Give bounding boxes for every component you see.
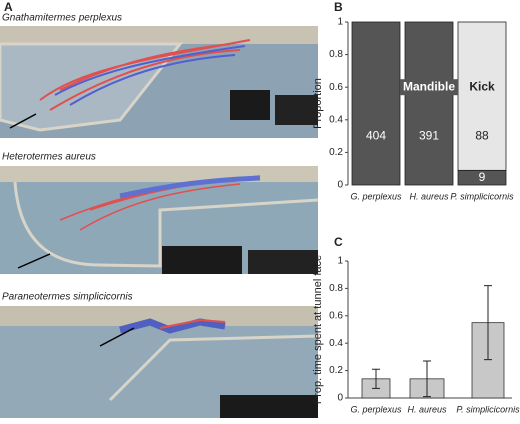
y-tick-label: 0 [337, 393, 343, 404]
x-tick-label: H. aureus [409, 191, 449, 201]
y-tick-label: 0.4 [329, 338, 343, 349]
photo-caption: Paraneotermes simplicicornis [2, 292, 133, 303]
x-tick-label: P. simplicicornis [450, 191, 514, 201]
count-label: 9 [479, 170, 486, 184]
series-label: Mandible [403, 79, 455, 93]
y-tick-label: 0.2 [329, 365, 343, 376]
series-label: Kick [469, 79, 495, 93]
count-label: 391 [419, 128, 439, 142]
y-axis-label: Proportion [312, 78, 324, 129]
y-tick-label: 0.8 [329, 49, 343, 60]
y-tick-label: 0.4 [329, 114, 343, 125]
photo [0, 166, 319, 274]
y-tick-label: 0 [337, 180, 343, 191]
bar-segment [351, 21, 401, 186]
y-axis-label: Prop. time spent at tunnel face [312, 255, 324, 404]
x-tick-label: G. perplexus [350, 191, 402, 201]
bar-segment [404, 21, 454, 186]
photo-caption: Gnathamitermes perplexus [2, 13, 122, 24]
photo-caption: Heterotermes aureus [2, 152, 96, 163]
y-tick-label: 0.8 [329, 283, 343, 294]
count-label: 88 [475, 128, 489, 142]
y-tick-label: 0.6 [329, 310, 343, 321]
y-tick-label: 1 [337, 17, 343, 28]
bar-segment [457, 21, 507, 171]
panel-letter: A [4, 0, 13, 14]
photos [0, 26, 319, 418]
panel-letter: B [334, 0, 343, 14]
panel-letter: C [334, 235, 343, 249]
count-label: 404 [366, 128, 386, 142]
x-tick-label: P. simplicicornis [456, 404, 520, 414]
y-tick-label: 0.6 [329, 82, 343, 93]
photo [0, 26, 318, 138]
y-tick-label: 1 [337, 256, 343, 267]
x-tick-label: G. perplexus [350, 404, 402, 414]
photo [0, 306, 319, 418]
x-tick-label: H. aureus [407, 404, 447, 414]
y-tick-label: 0.2 [329, 147, 343, 158]
legend-label-bg [400, 79, 458, 96]
